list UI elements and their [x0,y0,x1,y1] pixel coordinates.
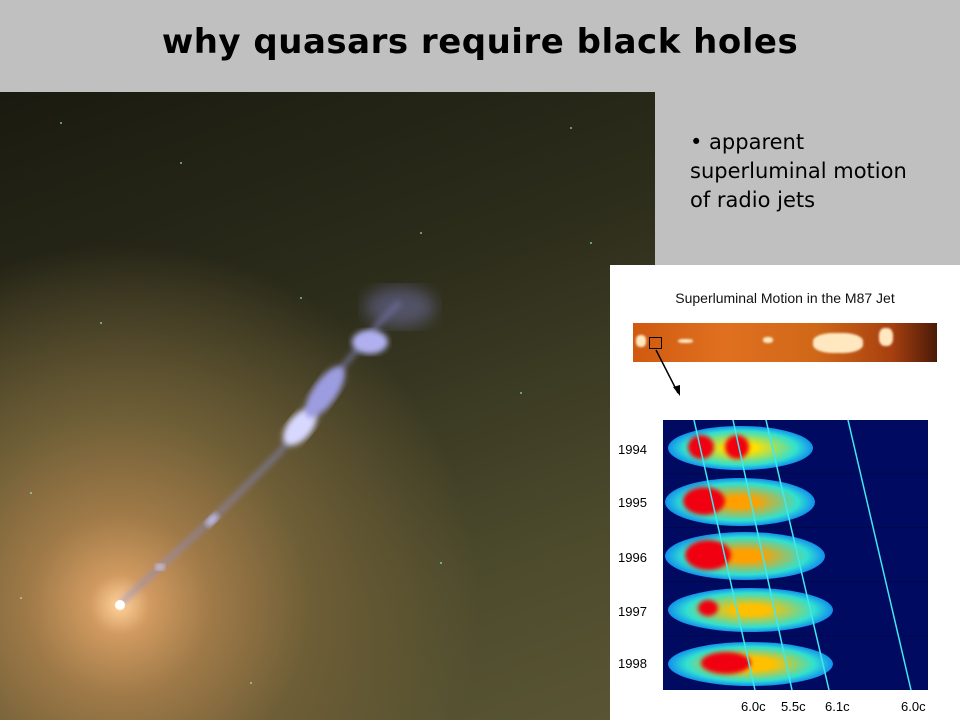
heatmap-panel [663,420,928,690]
m87-jet-photo [0,92,655,720]
bullet-text: • apparent superluminal motion of radio … [690,130,907,212]
speed-label: 6.0c [901,699,926,714]
motion-line [732,420,793,690]
motion-line [847,420,912,690]
year-label: 1994 [618,442,647,457]
motion-lines [693,420,912,690]
speed-label: 6.0c [741,699,766,714]
year-label: 1996 [618,550,647,565]
zoom-box [649,337,662,349]
figure-title: Superluminal Motion in the M87 Jet [675,290,895,306]
speed-label: 6.1c [825,699,850,714]
year-label: 1997 [618,604,647,619]
arrow-icon [655,349,680,396]
motion-line [765,420,830,690]
speed-label: 5.5c [781,699,806,714]
jet-graphic [115,287,435,610]
year-label: 1998 [618,656,647,671]
motion-line [693,420,756,690]
jet-strip-image [633,323,937,362]
heatmap-row-1994 [663,420,928,474]
slide-title: why quasars require black holes [161,22,799,62]
heatmap-row-1995 [663,474,928,528]
heatmap-row-1998 [663,636,928,690]
superluminal-figure: Superluminal Motion in the M87 Jet 1994 … [610,265,960,720]
bullet-point: • apparent superluminal motion of radio … [690,128,920,215]
heatmap-row-1997 [663,582,928,636]
year-label: 1995 [618,495,647,510]
